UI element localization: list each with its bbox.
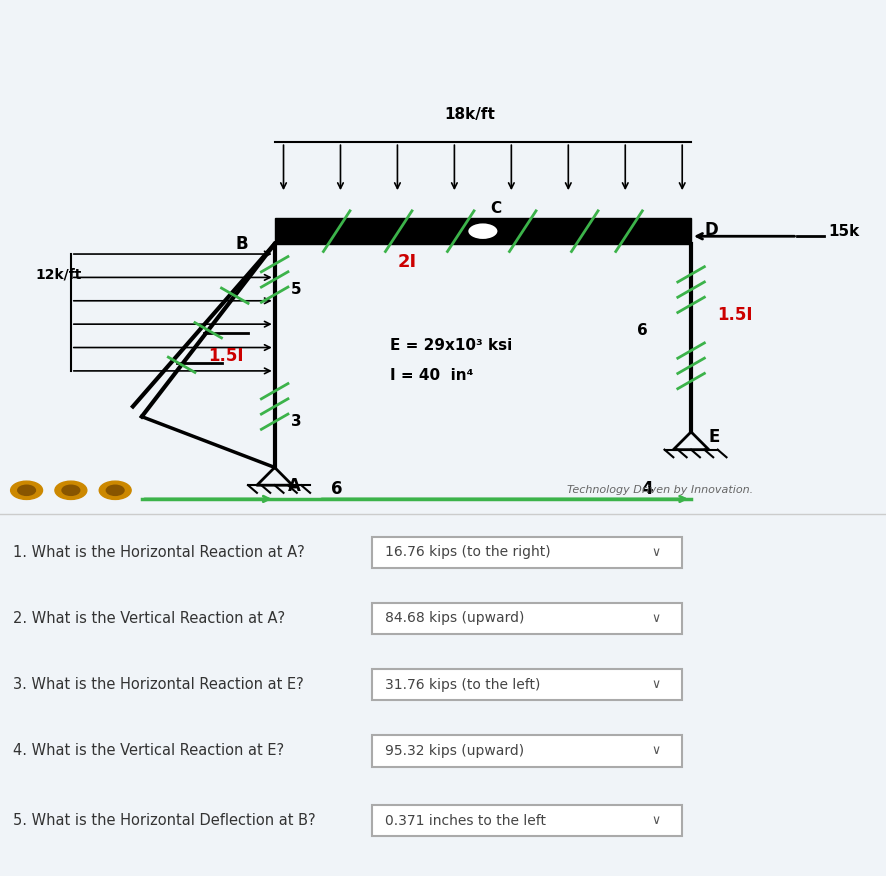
Text: 3: 3 <box>291 414 301 429</box>
Text: 15k: 15k <box>828 223 859 238</box>
Text: 16.76 kips (to the right): 16.76 kips (to the right) <box>385 545 551 559</box>
Text: ∨: ∨ <box>651 745 660 758</box>
Bar <box>372 735 682 766</box>
Text: C: C <box>491 201 501 216</box>
Text: E = 29x10³ ksi: E = 29x10³ ksi <box>390 338 512 353</box>
Text: ∨: ∨ <box>651 612 660 625</box>
Text: 6: 6 <box>637 322 648 338</box>
Text: 2I: 2I <box>398 252 417 271</box>
Text: 4. What is the Vertical Reaction at E?: 4. What is the Vertical Reaction at E? <box>13 744 284 759</box>
Text: 5: 5 <box>291 282 301 297</box>
Bar <box>372 805 682 837</box>
Circle shape <box>55 481 87 499</box>
Text: 1. What is the Horizontal Reaction at A?: 1. What is the Horizontal Reaction at A? <box>13 545 305 560</box>
Circle shape <box>18 485 35 496</box>
Text: D: D <box>704 221 719 239</box>
Bar <box>372 537 682 568</box>
Text: 1: 1 <box>628 231 639 246</box>
Text: 31.76 kips (to the left): 31.76 kips (to the left) <box>385 678 540 692</box>
Bar <box>372 603 682 634</box>
Text: A: A <box>288 477 301 495</box>
Circle shape <box>106 485 124 496</box>
Text: ∨: ∨ <box>651 815 660 827</box>
Text: 1.5I: 1.5I <box>208 347 244 364</box>
Circle shape <box>11 481 43 499</box>
Text: HINGE: HINGE <box>514 231 553 241</box>
Text: Technology Driven by Innovation.: Technology Driven by Innovation. <box>567 485 753 496</box>
Bar <box>275 218 691 244</box>
Text: E: E <box>709 428 720 446</box>
Circle shape <box>99 481 131 499</box>
Text: 4: 4 <box>641 480 653 498</box>
Text: 18k/ft: 18k/ft <box>444 107 495 122</box>
Text: ∨: ∨ <box>651 546 660 559</box>
Circle shape <box>62 485 80 496</box>
Text: ∨: ∨ <box>651 678 660 691</box>
Text: 2. What is the Vertical Reaction at A?: 2. What is the Vertical Reaction at A? <box>13 611 285 626</box>
Text: 1.5I: 1.5I <box>718 306 753 324</box>
Text: B: B <box>236 235 248 253</box>
Text: 0.371 inches to the left: 0.371 inches to the left <box>385 814 547 828</box>
Text: 3. What is the Horizontal Reaction at E?: 3. What is the Horizontal Reaction at E? <box>13 677 304 692</box>
Text: 95.32 kips (upward): 95.32 kips (upward) <box>385 744 525 758</box>
Text: 12k/ft: 12k/ft <box>35 267 82 281</box>
Circle shape <box>467 222 499 240</box>
Text: 5. What is the Horizontal Deflection at B?: 5. What is the Horizontal Deflection at … <box>13 813 316 829</box>
Text: 6: 6 <box>331 480 342 498</box>
Bar <box>372 669 682 700</box>
Text: I = 40  in⁴: I = 40 in⁴ <box>390 369 473 384</box>
Text: 84.68 kips (upward): 84.68 kips (upward) <box>385 611 525 625</box>
